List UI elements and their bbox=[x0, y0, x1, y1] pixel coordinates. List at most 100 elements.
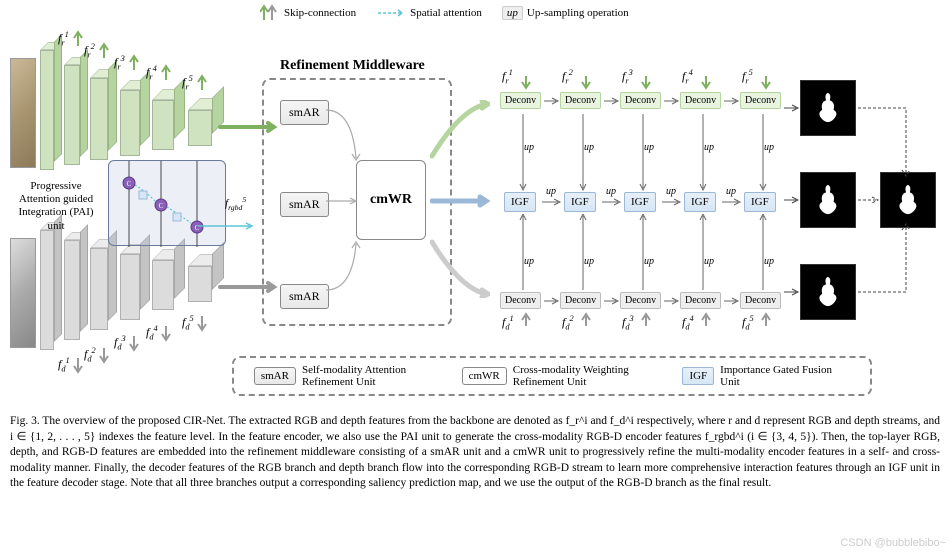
arrow-to-out-rgb bbox=[782, 102, 800, 114]
legend-bottom: smAR Self-modality Attention Refinement … bbox=[232, 356, 872, 396]
arrow-cmwr-rgb bbox=[430, 100, 490, 160]
dec-label-fr5: fr5 bbox=[742, 68, 753, 85]
dec-label-fr3: fr3 bbox=[622, 68, 633, 85]
label-fr4: fr4 bbox=[146, 64, 157, 81]
skip-arrow-fr5 bbox=[196, 74, 208, 92]
dec-label-fd5: fd5 bbox=[742, 314, 754, 331]
arrow-cmwr-depth bbox=[430, 238, 490, 298]
skip-arrow-fr4 bbox=[160, 64, 172, 82]
skip-arrow-fd4 bbox=[160, 324, 172, 342]
dec-skip-fd3 bbox=[640, 312, 652, 328]
deconv-depth-4: Deconv bbox=[680, 292, 721, 309]
skip-arrow-fr1 bbox=[72, 30, 84, 48]
legend-skip: Skip-connection bbox=[260, 4, 356, 22]
up-label-3: up bbox=[666, 186, 676, 197]
dec-skip-fr2 bbox=[580, 74, 592, 90]
output-rgb bbox=[800, 80, 856, 136]
label-fd5: fd5 bbox=[182, 314, 194, 331]
arrow-to-out-depth bbox=[782, 286, 800, 298]
legend-up: up Up-sampling operation bbox=[502, 6, 629, 20]
igf-4: IGF bbox=[684, 192, 716, 212]
label-fd3: fd3 bbox=[114, 334, 126, 351]
deconv-depth-2: Deconv bbox=[560, 292, 601, 309]
dec-skip-fd4 bbox=[700, 312, 712, 328]
label-fr1: fr1 bbox=[58, 30, 69, 47]
deconv-depth-1: Deconv bbox=[500, 292, 541, 309]
igf-5: IGF bbox=[744, 192, 776, 212]
dec-label-fd1: fd1 bbox=[502, 314, 514, 331]
igf-2: IGF bbox=[564, 192, 596, 212]
deconv-depth-3: Deconv bbox=[620, 292, 661, 309]
watermark: CSDN @bubblebibo~ bbox=[840, 537, 946, 549]
skip-arrow-fd1 bbox=[72, 356, 84, 374]
arrow-smar-top-cmwr bbox=[324, 104, 364, 164]
igf-1: IGF bbox=[504, 192, 536, 212]
label-fr5: fr5 bbox=[182, 74, 193, 91]
legend-igf: IGF Importance Gated Fusion Unit bbox=[682, 364, 850, 388]
deconv-rgb-3: Deconv bbox=[620, 92, 661, 109]
dec-skip-fr5 bbox=[760, 74, 772, 90]
label-fd1: fd1 bbox=[58, 356, 70, 373]
output-depth bbox=[800, 264, 856, 320]
pai-label: Progressive Attention guided Integration… bbox=[8, 180, 104, 233]
pai-region: C C C bbox=[108, 160, 226, 246]
smar-top: smAR bbox=[280, 100, 329, 125]
skip-arrow-fr3 bbox=[128, 54, 140, 72]
dec-label-fr2: fr2 bbox=[562, 68, 573, 85]
label-fr2: fr2 bbox=[84, 42, 95, 59]
smar-mid: smAR bbox=[280, 192, 329, 217]
pai-internals: C C C bbox=[109, 161, 227, 247]
arrow-cmwr-igf bbox=[430, 194, 490, 208]
skip-arrow-fd3 bbox=[128, 334, 140, 352]
diagram-canvas: Skip-connection Spatial attention up Up-… bbox=[0, 0, 952, 450]
dec-skip-fd1 bbox=[520, 312, 532, 328]
pai-out-arrow bbox=[196, 220, 256, 232]
skip-arrow-fr2 bbox=[98, 42, 110, 60]
output-rgbd bbox=[800, 172, 856, 228]
igf-3: IGF bbox=[624, 192, 656, 212]
arrow-smar-mid-cmwr bbox=[324, 196, 360, 206]
dec-label-fd4: fd4 bbox=[682, 314, 694, 331]
deconv-rgb-5: Deconv bbox=[740, 92, 781, 109]
arrow-out-rgbd-final bbox=[856, 194, 880, 206]
figure-caption: Fig. 3. The overview of the proposed CIR… bbox=[10, 414, 940, 492]
dec-label-fd2: fd2 bbox=[562, 314, 574, 331]
rgb-input-thumb bbox=[10, 58, 36, 168]
label-fr3: fr3 bbox=[114, 54, 125, 71]
up-label-2: up bbox=[606, 186, 616, 197]
label-fd4: fd4 bbox=[146, 324, 158, 341]
deconv-rgb-2: Deconv bbox=[560, 92, 601, 109]
arrow-smar-bot-cmwr bbox=[324, 240, 364, 296]
depth-input-thumb bbox=[10, 238, 36, 348]
svg-text:C: C bbox=[127, 180, 132, 188]
cmwr: cmWR bbox=[356, 160, 426, 240]
dec-skip-fd2 bbox=[580, 312, 592, 328]
up-label-4: up bbox=[726, 186, 736, 197]
dec-label-fd3: fd3 bbox=[622, 314, 634, 331]
dec-skip-fr4 bbox=[700, 74, 712, 90]
arrow-depth-to-smar bbox=[218, 280, 278, 294]
dec-skip-fr3 bbox=[640, 74, 652, 90]
dec-label-fr4: fr4 bbox=[682, 68, 693, 85]
label-frgbd5: frgbd5 bbox=[225, 195, 246, 212]
arrow-out-rgb-final bbox=[856, 104, 916, 180]
legend-spatial: Spatial attention bbox=[376, 7, 482, 19]
dec-skip-fd5 bbox=[760, 312, 772, 328]
arrow-to-out-rgbd bbox=[782, 194, 800, 206]
label-fd2: fd2 bbox=[84, 346, 96, 363]
legend-smar: smAR Self-modality Attention Refinement … bbox=[254, 364, 442, 388]
legend-cmwr: cmWR Cross-modality Weighting Refinement… bbox=[462, 364, 663, 388]
dec-skip-fr1 bbox=[520, 74, 532, 90]
skip-arrow-fd2 bbox=[98, 346, 110, 364]
up-label-1: up bbox=[546, 186, 556, 197]
arrow-rgb-to-smar bbox=[218, 120, 278, 134]
deconv-rgb-4: Deconv bbox=[680, 92, 721, 109]
smar-bot: smAR bbox=[280, 284, 329, 309]
deconv-depth-5: Deconv bbox=[740, 292, 781, 309]
dec-label-fr1: fr1 bbox=[502, 68, 513, 85]
deconv-rgb-1: Deconv bbox=[500, 92, 541, 109]
skip-arrow-fd5 bbox=[196, 314, 208, 332]
middleware-title: Refinement Middleware bbox=[280, 58, 425, 74]
svg-text:C: C bbox=[159, 202, 164, 210]
arrow-out-depth-final bbox=[856, 220, 916, 296]
